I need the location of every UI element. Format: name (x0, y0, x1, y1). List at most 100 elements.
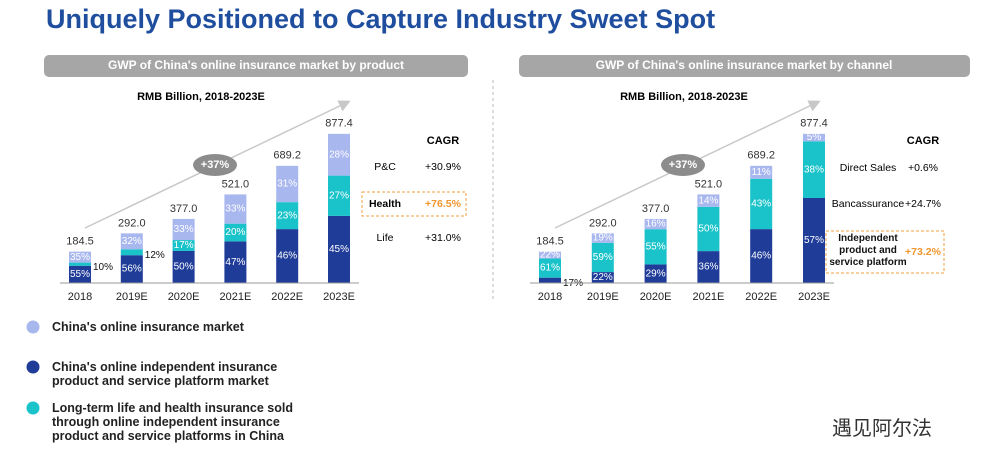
x-tick-label: 2018 (68, 291, 92, 303)
header-bar (519, 55, 970, 77)
x-tick-label: 2023E (323, 291, 355, 303)
bar-segment (697, 194, 720, 207)
total-label: 377.0 (170, 203, 198, 215)
x-tick-label: 2019E (116, 291, 148, 303)
bar-segment (120, 255, 143, 283)
growth-badge (661, 154, 705, 176)
segment-label: 32% (122, 236, 142, 247)
bar-segment (697, 206, 720, 252)
segment-label: 38% (804, 164, 824, 175)
segment-label: 23% (277, 210, 297, 221)
segment-label: 33% (174, 224, 194, 235)
cagr-name: P&C (374, 161, 396, 173)
slide-title: Uniquely Positioned to Capture Industry … (46, 4, 716, 34)
bar-segment (803, 141, 825, 198)
bar-segment (591, 242, 614, 273)
segment-label: 50% (174, 262, 194, 273)
chart-header: GWP of China's online insurance market b… (596, 58, 893, 72)
total-label: 184.5 (536, 236, 564, 248)
bar-segment (172, 240, 195, 251)
chart-header: GWP of China's online insurance market b… (108, 58, 404, 72)
x-tick-label: 2023E (798, 291, 830, 303)
bar-segment (69, 251, 91, 263)
segment-label: 46% (751, 251, 771, 262)
cagr-value: +0.6% (908, 162, 938, 174)
segment-label: 36% (698, 262, 718, 273)
bar-segment (276, 165, 299, 203)
segment-label: 55% (70, 269, 90, 280)
bar-segment (803, 133, 825, 142)
total-label: 184.5 (66, 236, 94, 248)
total-label: 377.0 (642, 203, 670, 215)
chart-subtitle: RMB Billion, 2018-2023E (137, 91, 265, 103)
x-tick-label: 2022E (745, 291, 777, 303)
x-tick-label: 2022E (271, 291, 303, 303)
bar-segment (591, 233, 614, 243)
bar-segment (750, 178, 773, 230)
legend-label: China's online insurance market (52, 320, 244, 334)
cagr-name: Life (377, 232, 394, 244)
cagr-name: Health (369, 198, 401, 210)
segment-label: 5% (807, 132, 822, 143)
segment-label: 56% (122, 264, 142, 275)
segment-label: 57% (804, 235, 824, 246)
bar-segment (539, 251, 561, 259)
cagr-name: Bancassurance (832, 198, 905, 210)
bar-segment (276, 202, 299, 230)
segment-label: 20% (225, 227, 245, 238)
segment-label: 61% (540, 263, 560, 274)
bar-segment (644, 229, 667, 265)
bar-segment (539, 277, 561, 283)
segment-label: 29% (646, 268, 666, 279)
total-label: 292.0 (589, 217, 617, 229)
segment-label: 31% (277, 179, 297, 190)
legend-swatch (26, 401, 40, 415)
x-tick-label: 2018 (538, 291, 562, 303)
segment-label: 19% (593, 233, 613, 244)
cagr-name: Independent product and service platform (829, 233, 907, 268)
segment-label: 43% (751, 199, 771, 210)
highlight-box (361, 191, 467, 217)
bar-segment (172, 250, 195, 283)
bar-segment (750, 229, 773, 283)
x-tick-label: 2021E (692, 291, 724, 303)
total-label: 689.2 (747, 150, 775, 162)
total-label: 292.0 (118, 217, 146, 229)
x-tick-label: 2021E (219, 291, 251, 303)
bar-segment (803, 197, 825, 283)
cagr-title: CAGR (427, 135, 459, 147)
bar-segment (644, 264, 667, 283)
segment-label: 14% (698, 195, 718, 206)
segment-label: 22% (540, 250, 560, 261)
header-bar (44, 55, 468, 77)
bar-segment (539, 258, 561, 278)
growth-badge (193, 154, 237, 176)
cagr-value: +24.7% (905, 198, 941, 210)
x-tick-label: 2020E (640, 291, 672, 303)
growth-label: +37% (201, 159, 230, 171)
bar-segment (172, 218, 195, 241)
cagr-value: +31.0% (425, 232, 461, 244)
segment-label: 50% (698, 224, 718, 235)
total-label: 521.0 (222, 178, 250, 190)
bar-segment (644, 218, 667, 230)
segment-label: 45% (329, 244, 349, 255)
bar-segment (224, 194, 247, 224)
cagr-name: Direct Sales (840, 162, 897, 174)
bar-segment (591, 272, 614, 283)
cagr-value: +30.9% (425, 161, 461, 173)
segment-label: 28% (329, 149, 349, 160)
cagr-value: +73.2% (905, 246, 942, 258)
bar-segment (224, 223, 247, 242)
bar-segment (224, 241, 247, 283)
legend-label: Long-term life and health insurance sold… (52, 401, 294, 443)
bar-segment (276, 229, 299, 283)
total-label: 689.2 (273, 150, 301, 162)
bar-segment (750, 165, 773, 179)
bar-segment (697, 251, 720, 283)
x-tick-label: 2019E (587, 291, 619, 303)
cagr-value: +76.5% (425, 198, 462, 210)
segment-label: 12% (145, 250, 165, 261)
watermark: 遇见阿尔法 (832, 418, 932, 440)
